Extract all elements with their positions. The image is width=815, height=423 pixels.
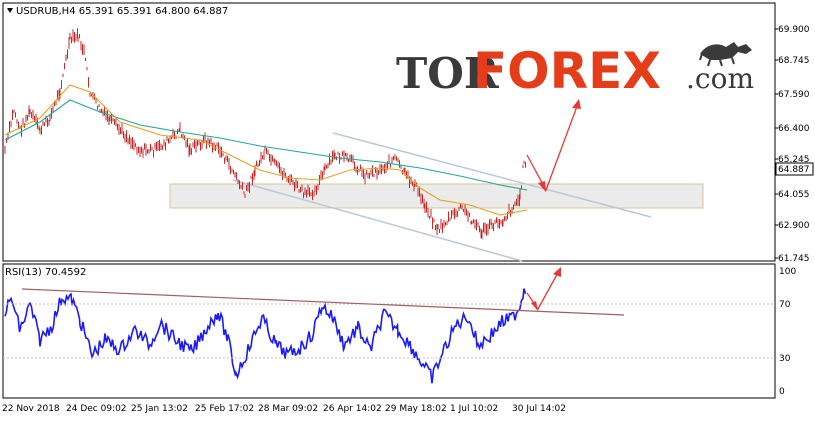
- ma-fast-line: [4, 84, 528, 216]
- time-label: 22 Nov 2018: [2, 404, 60, 414]
- current-price-label: 64.887: [778, 165, 810, 175]
- time-label: 24 Dec 09:02: [66, 404, 127, 414]
- price-label: 65.245: [778, 155, 810, 165]
- rsi-axis-label: 30: [779, 354, 791, 364]
- time-label: 30 Jul 14:02: [512, 404, 566, 414]
- forecast-arrows-main: [526, 99, 581, 192]
- time-label: 26 Apr 14:02: [323, 404, 382, 414]
- dropdown-icon[interactable]: [7, 8, 13, 13]
- current-price-box: [775, 162, 814, 176]
- rsi-trendline: [21, 288, 625, 316]
- price-label: 64.055: [778, 190, 810, 200]
- forecast-path: [526, 100, 580, 192]
- rsi-series: [4, 288, 527, 384]
- arrow-head-down-icon: [538, 181, 546, 192]
- price-label: 68.745: [778, 56, 810, 66]
- price-axis: 69.900 68.745 67.590 66.400 65.245 64.05…: [778, 25, 810, 264]
- price-label: 62.900: [778, 221, 810, 231]
- forecast-arrows-rsi: [526, 267, 561, 311]
- price-label: 67.590: [778, 90, 810, 100]
- bull-bear-icon: [699, 42, 752, 67]
- rsi-line: [4, 288, 527, 384]
- price-label: 66.400: [778, 124, 810, 134]
- logo-tor-text: TOR: [396, 49, 500, 98]
- rsi-axis-label: 100: [779, 267, 796, 277]
- rsi-axis-label: 0: [779, 387, 785, 397]
- time-axis: 22 Nov 2018 24 Dec 09:02 25 Jan 13:02 25…: [2, 404, 566, 414]
- ma-slow-line: [4, 99, 528, 191]
- price-label: 69.900: [778, 25, 810, 35]
- time-label: 1 Jul 10:02: [450, 404, 498, 414]
- rsi-axis-label: 70: [779, 300, 791, 310]
- arrow-head-up-icon: [572, 99, 581, 109]
- time-label: 28 Mar 09:02: [258, 404, 318, 414]
- main-panel-frame: [2, 2, 776, 262]
- price-label: 61.745: [778, 254, 810, 264]
- time-label: 25 Feb 17:02: [195, 404, 254, 414]
- rsi-arrow-head-down-icon: [531, 301, 538, 311]
- rsi-forecast-path: [526, 268, 561, 311]
- price-series: [4, 28, 526, 239]
- time-label: 25 Jan 13:02: [131, 404, 188, 414]
- rsi-panel-frame: [2, 263, 776, 399]
- logo-com-text: .com: [686, 62, 754, 95]
- rsi-header: RSI(13) 70.4592: [5, 267, 86, 278]
- logo-forex-text: FOREX: [473, 42, 661, 100]
- channel-upper-line: [332, 132, 652, 218]
- rsi-arrow-head-up-icon: [553, 267, 561, 277]
- channel-lower-line: [232, 179, 523, 262]
- main-header: USDRUB,H4 65.391 65.391 64.800 64.887: [16, 6, 228, 17]
- time-label: 29 May 18:02: [385, 404, 447, 414]
- price-axis-ticks: [775, 28, 778, 259]
- moving-averages: [4, 84, 528, 216]
- rsi-axis: 100 70 30 0: [779, 267, 796, 397]
- torforex-logo: TOR FOREX .com: [396, 42, 754, 100]
